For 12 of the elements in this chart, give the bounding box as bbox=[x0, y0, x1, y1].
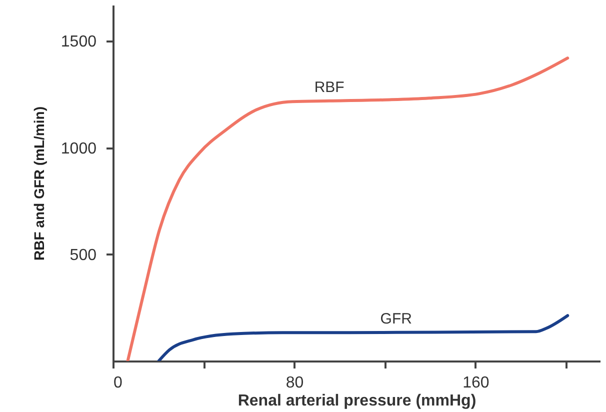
x-tick-label: 0 bbox=[114, 374, 122, 392]
x-tick-label: 80 bbox=[286, 374, 304, 392]
y-axis-title: RBF and GFR (mL/min) bbox=[30, 106, 47, 260]
y-tick-label: 500 bbox=[70, 246, 97, 264]
y-tick-label: 1000 bbox=[60, 140, 97, 158]
line-series bbox=[157, 314, 570, 361]
x-axis-title: Renal arterial pressure (mmHg) bbox=[238, 392, 476, 410]
series-label: GFR bbox=[380, 310, 412, 328]
series-label: RBF bbox=[314, 78, 344, 96]
line-series bbox=[126, 56, 570, 361]
y-tick-label: 1500 bbox=[60, 34, 97, 51]
x-tick-label: 160 bbox=[462, 374, 490, 392]
